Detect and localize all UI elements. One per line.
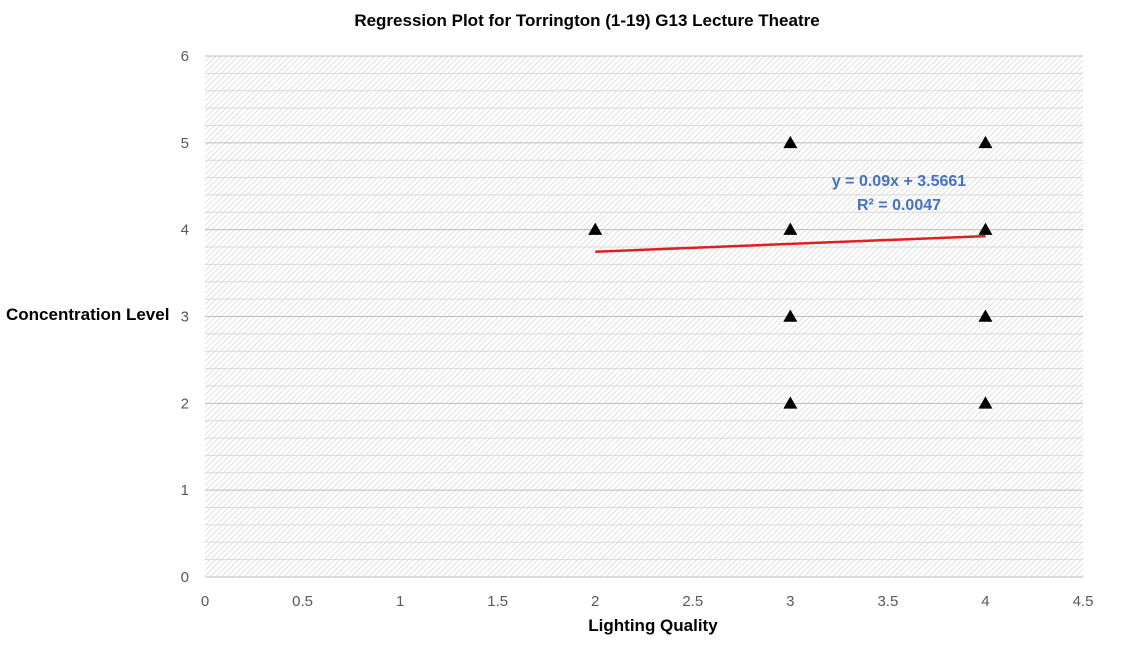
y-tick-label: 4 [181,222,189,239]
data-point [783,396,798,409]
data-point [588,222,603,235]
y-tick-label: 0 [181,569,189,586]
data-point [783,309,798,322]
x-tick-label: 0.5 [292,593,313,610]
x-tick-label: 1.5 [487,593,508,610]
x-tick-label: 4 [981,593,989,610]
y-tick-label: 3 [181,309,189,326]
x-tick-label: 3.5 [877,593,898,610]
chart-title: Regression Plot for Torrington (1-19) G1… [354,11,820,30]
y-axis-label: Concentration Level [6,305,170,324]
x-tick-label: 0 [201,593,209,610]
x-tick-label: 4.5 [1073,593,1094,610]
trendline-r-squared: R² = 0.0047 [857,197,941,214]
y-tick-label: 2 [181,395,189,412]
data-point [978,222,993,235]
data-point [978,396,993,409]
trendline [595,234,986,253]
x-axis-label: Lighting Quality [588,616,718,635]
data-point [783,222,798,235]
x-tick-label: 3 [786,593,794,610]
x-tick-label: 2.5 [682,593,703,610]
y-tick-label: 6 [181,48,189,65]
y-tick-label: 1 [181,482,189,499]
y-tick-label: 5 [181,135,189,152]
data-point [978,309,993,322]
data-point [978,135,993,149]
trendline-equation: y = 0.09x + 3.5661 [832,173,966,190]
x-tick-label: 2 [591,593,599,610]
x-tick-label: 1 [396,593,404,610]
data-point [783,135,798,149]
